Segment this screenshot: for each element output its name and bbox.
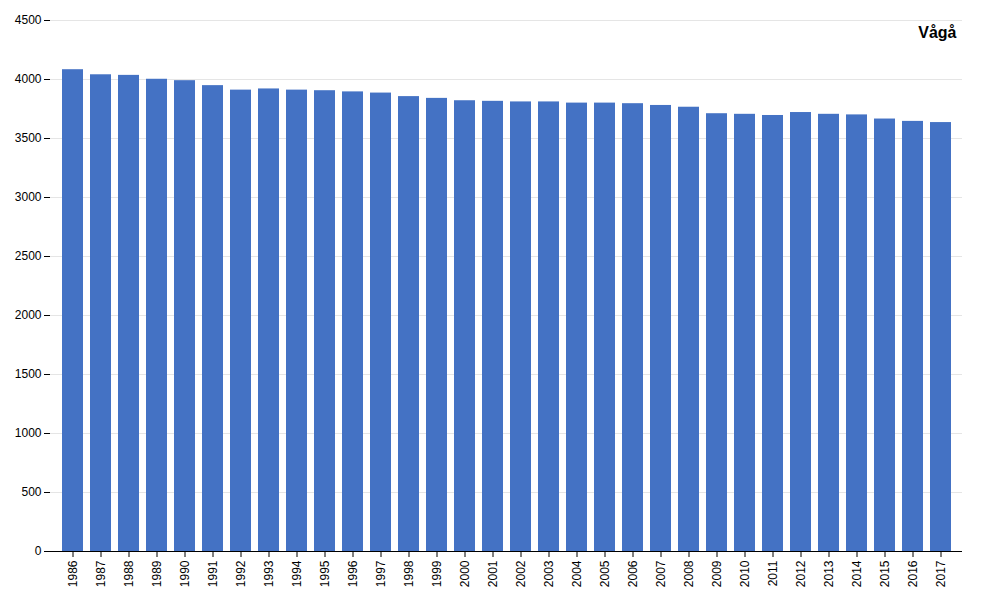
svg-text:1994: 1994 bbox=[290, 560, 304, 587]
svg-text:4500: 4500 bbox=[15, 13, 42, 27]
svg-text:2008: 2008 bbox=[682, 560, 696, 587]
svg-text:2000: 2000 bbox=[15, 308, 42, 322]
svg-text:2005: 2005 bbox=[598, 560, 612, 587]
svg-text:1000: 1000 bbox=[15, 426, 42, 440]
svg-text:2017: 2017 bbox=[934, 560, 948, 587]
svg-text:2006: 2006 bbox=[626, 560, 640, 587]
svg-text:1991: 1991 bbox=[206, 560, 220, 587]
svg-text:1986: 1986 bbox=[66, 560, 80, 587]
svg-text:1990: 1990 bbox=[178, 560, 192, 587]
svg-text:2007: 2007 bbox=[654, 560, 668, 587]
svg-text:2001: 2001 bbox=[486, 560, 500, 587]
svg-text:500: 500 bbox=[21, 485, 41, 499]
svg-text:3500: 3500 bbox=[15, 131, 42, 145]
svg-text:3000: 3000 bbox=[15, 190, 42, 204]
svg-text:2015: 2015 bbox=[878, 560, 892, 587]
svg-text:2013: 2013 bbox=[822, 560, 836, 587]
svg-text:1993: 1993 bbox=[262, 560, 276, 587]
svg-text:1992: 1992 bbox=[234, 560, 248, 587]
svg-text:2009: 2009 bbox=[710, 560, 724, 587]
svg-text:2011: 2011 bbox=[766, 560, 780, 586]
svg-text:1998: 1998 bbox=[402, 560, 416, 587]
svg-text:1989: 1989 bbox=[150, 560, 164, 587]
svg-text:2000: 2000 bbox=[458, 560, 472, 587]
svg-text:2004: 2004 bbox=[570, 560, 584, 587]
svg-text:1999: 1999 bbox=[430, 560, 444, 587]
svg-text:2014: 2014 bbox=[850, 560, 864, 587]
svg-text:1500: 1500 bbox=[15, 367, 42, 381]
svg-text:4000: 4000 bbox=[15, 72, 42, 86]
svg-text:1996: 1996 bbox=[346, 560, 360, 587]
svg-text:Vågå: Vågå bbox=[918, 24, 956, 41]
svg-text:1997: 1997 bbox=[374, 560, 388, 587]
svg-text:1988: 1988 bbox=[122, 560, 136, 587]
svg-text:2500: 2500 bbox=[15, 249, 42, 263]
svg-text:0: 0 bbox=[35, 544, 42, 558]
svg-text:1995: 1995 bbox=[318, 560, 332, 587]
svg-text:1987: 1987 bbox=[94, 560, 108, 587]
svg-text:2016: 2016 bbox=[906, 560, 920, 587]
svg-text:2003: 2003 bbox=[542, 560, 556, 587]
svg-text:2012: 2012 bbox=[794, 560, 808, 587]
svg-text:2002: 2002 bbox=[514, 560, 528, 587]
svg-text:2010: 2010 bbox=[738, 560, 752, 587]
